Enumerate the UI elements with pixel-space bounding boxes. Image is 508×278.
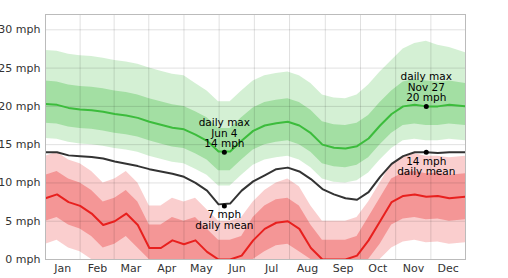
svg-text:Nov: Nov (403, 262, 425, 275)
svg-text:daily maxNov 2720 mph: daily maxNov 2720 mph (401, 70, 452, 103)
svg-text:May: May (190, 262, 213, 275)
svg-text:Oct: Oct (368, 262, 388, 275)
svg-text:Dec: Dec (438, 262, 459, 275)
svg-text:Jul: Jul (264, 262, 278, 275)
svg-text:0 mph: 0 mph (5, 253, 40, 266)
svg-text:Aug: Aug (297, 262, 318, 275)
svg-text:7 mphdaily mean: 7 mphdaily mean (195, 208, 253, 231)
svg-text:5 mph: 5 mph (5, 215, 40, 228)
svg-text:Jun: Jun (227, 262, 245, 275)
svg-text:Mar: Mar (121, 262, 142, 275)
svg-text:Feb: Feb (88, 262, 107, 275)
svg-text:10 mph: 10 mph (0, 176, 41, 189)
svg-text:Jan: Jan (53, 262, 71, 275)
svg-text:20 mph: 20 mph (0, 100, 41, 113)
svg-text:25 mph: 25 mph (0, 62, 41, 75)
svg-text:Apr: Apr (157, 262, 177, 275)
svg-text:15 mph: 15 mph (0, 138, 41, 151)
svg-text:daily maxJun 414 mph: daily maxJun 414 mph (199, 116, 250, 149)
svg-text:Sep: Sep (333, 262, 354, 275)
svg-text:30 mph: 30 mph (0, 23, 41, 36)
svg-text:14 mphdaily mean: 14 mphdaily mean (397, 155, 455, 178)
